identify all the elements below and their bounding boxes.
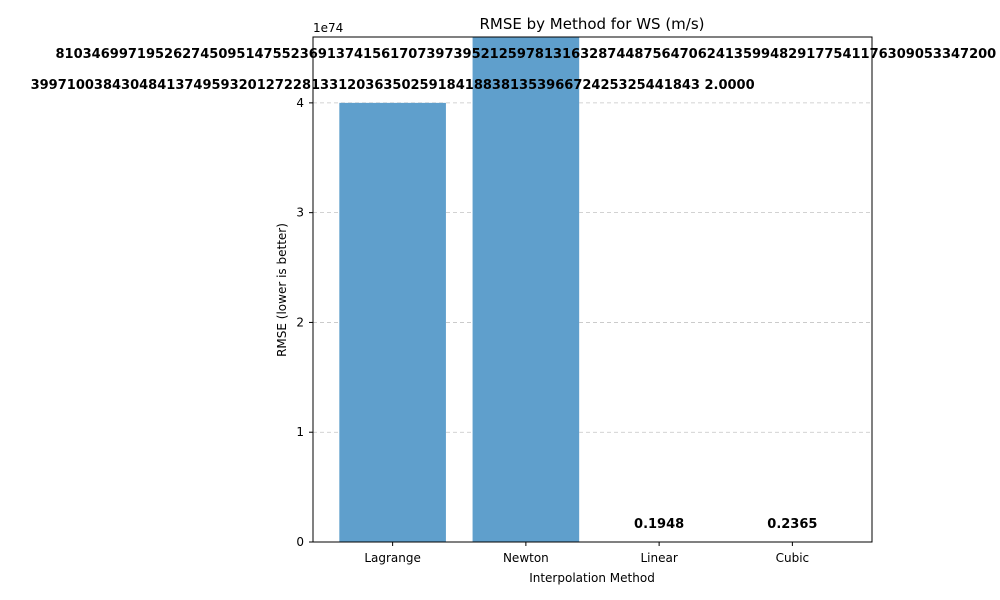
x-tick-label-linear: Linear	[640, 551, 677, 565]
value-labels: 3997100384304841374959320127228133120363…	[31, 47, 997, 532]
y-tick-label: 4	[296, 96, 304, 110]
chart-title: RMSE by Method for WS (m/s)	[479, 15, 704, 33]
x-tick-label-cubic: Cubic	[776, 551, 810, 565]
y-axis-label: RMSE (lower is better)	[275, 223, 289, 357]
bar-lagrange	[339, 102, 446, 542]
value-label-cubic: 0.2365	[767, 517, 817, 532]
bar-newton	[472, 37, 580, 542]
value-label-newton: 8103469971952627450951475523691374156170…	[56, 47, 997, 62]
x-tick-label-newton: Newton	[503, 551, 549, 565]
y-tick-label: 3	[296, 206, 304, 220]
y-tick-label: 0	[296, 535, 304, 549]
plot-frame	[312, 36, 873, 543]
y-axis-ticks: 0 1 2 3 4	[296, 96, 313, 549]
x-tick-label-lagrange: Lagrange	[364, 551, 421, 565]
y-tick-label: 2	[296, 315, 304, 329]
value-label-linear: 0.1948	[634, 517, 684, 532]
x-axis-ticks: Lagrange Newton Linear Cubic	[364, 542, 809, 565]
y-offset-text: 1e74	[313, 21, 343, 35]
y-tick-label: 1	[296, 425, 304, 439]
value-label-lagrange: 3997100384304841374959320127228133120363…	[31, 78, 755, 93]
x-axis-label: Interpolation Method	[529, 571, 655, 585]
bars-group	[339, 37, 580, 542]
